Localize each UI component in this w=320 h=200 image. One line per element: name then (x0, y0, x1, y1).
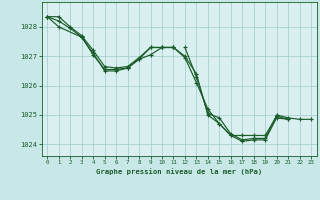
X-axis label: Graphe pression niveau de la mer (hPa): Graphe pression niveau de la mer (hPa) (96, 168, 262, 175)
